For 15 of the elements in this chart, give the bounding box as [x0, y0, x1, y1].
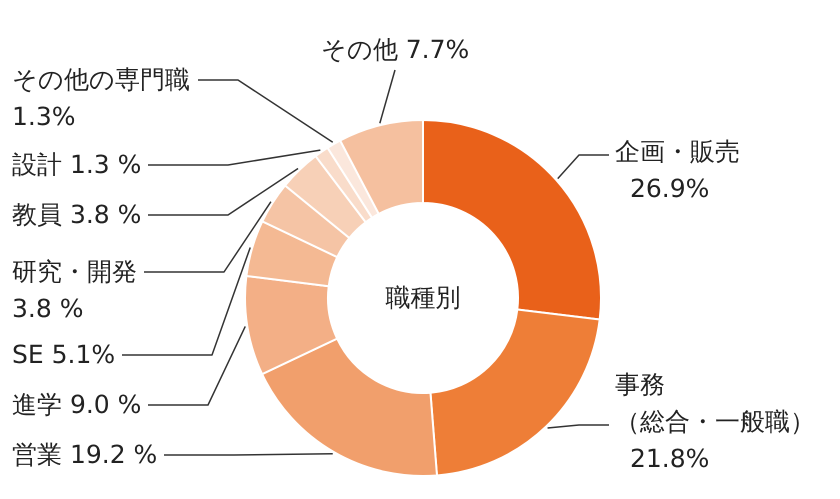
slice-label: 事務（総合・一般職） [615, 370, 815, 436]
slice-label: その他の専門職 [12, 65, 190, 94]
data-label: 26.9% [630, 174, 710, 203]
data-label: 1.3% [12, 102, 76, 131]
slice-label: SE 5.1% [12, 340, 116, 369]
slice-label: その他 7.7% [320, 35, 470, 64]
slice-label: 企画・販売 [615, 137, 740, 166]
slice-label: 営業 19.2 % [12, 440, 158, 469]
slice-label: 進学 9.0 % [12, 390, 142, 419]
text: 職種別 [386, 283, 460, 312]
data-label: 3.8 % [12, 294, 84, 323]
data-label: 21.8% [630, 444, 710, 473]
slice-label: 設計 1.3 % [12, 150, 142, 179]
slice-label: 研究・開発 [12, 257, 137, 286]
slice-label: 教員 3.8 % [12, 200, 142, 229]
